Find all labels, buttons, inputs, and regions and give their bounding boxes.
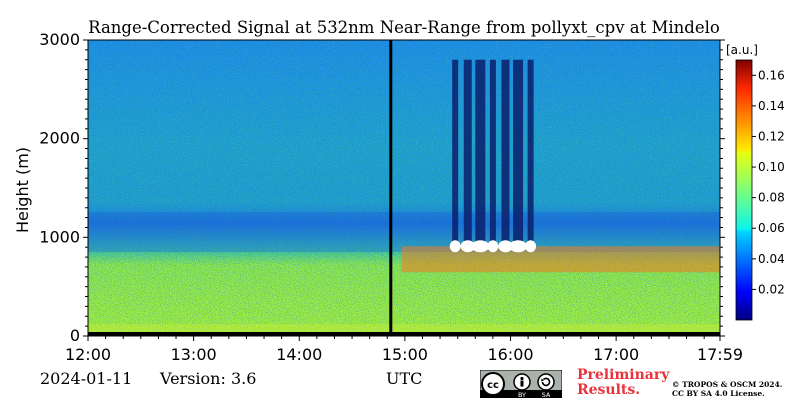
preliminary-line-1: Preliminary bbox=[577, 367, 670, 383]
strong-backscatter-layer bbox=[401, 246, 720, 273]
colorbar-tick-label: 0.16 bbox=[758, 68, 785, 82]
attenuated-signal-column bbox=[527, 59, 534, 243]
colorbar-tick-label: 0.06 bbox=[758, 221, 785, 235]
cc-icon bbox=[481, 372, 505, 396]
cloud-saturation-mark bbox=[471, 240, 490, 253]
y-axis: 0 1000 2000 3000 bbox=[39, 30, 725, 345]
y-tick-label: 1000 bbox=[39, 227, 80, 246]
license-line-1: © TROPOS & OSCM 2024. bbox=[672, 380, 783, 389]
version-label: Version: 3.6 bbox=[160, 369, 257, 388]
attenuated-signal-column bbox=[513, 59, 524, 243]
attenuated-signal-column bbox=[452, 59, 459, 243]
colorbar-tick-label: 0.04 bbox=[758, 252, 785, 266]
sa-share-alike-icon bbox=[537, 373, 555, 391]
colorbar-tick-label: 0.12 bbox=[758, 129, 785, 143]
heatmap-features bbox=[88, 40, 720, 336]
x-tick-label: 12:00 bbox=[65, 345, 111, 364]
y-tick-label: 3000 bbox=[39, 30, 80, 49]
y-tick-label: 2000 bbox=[39, 129, 80, 148]
attenuated-signal-column bbox=[501, 59, 510, 243]
colorbar-tick-label: 0.10 bbox=[758, 160, 785, 174]
x-tick-label: 13:00 bbox=[171, 345, 217, 364]
y-tick-label: 0 bbox=[70, 326, 80, 345]
x-axis: 12:00 13:00 14:00 15:00 16:00 17:00 17:59 bbox=[65, 336, 743, 364]
colorbar-unit-label: [a.u.] bbox=[726, 43, 758, 57]
heatmap-speckle-layer bbox=[88, 40, 720, 250]
y-axis-label: Height (m) bbox=[13, 147, 32, 233]
colorbar bbox=[735, 59, 753, 321]
ground-overlap-strip bbox=[88, 332, 720, 336]
colorbar-tick-label: 0.14 bbox=[758, 99, 785, 113]
clear-air-band bbox=[88, 212, 720, 253]
attenuated-signal-column bbox=[475, 59, 486, 243]
by-label: BY bbox=[518, 391, 526, 398]
heatmap-plot-area bbox=[88, 40, 720, 336]
preliminary-line-2: Results. bbox=[577, 382, 641, 398]
near-ground-layer bbox=[88, 324, 720, 333]
chart-title: Range-Corrected Signal at 532nm Near-Ran… bbox=[88, 18, 720, 37]
colorbar-tick-label: 0.02 bbox=[758, 282, 785, 296]
x-tick-label: 14:00 bbox=[276, 345, 322, 364]
attenuated-signal-column bbox=[489, 59, 496, 243]
cc-by-sa-badge: cc BY SA bbox=[480, 370, 562, 398]
cloud-saturation-mark bbox=[487, 240, 499, 253]
date-label: 2024-01-11 bbox=[40, 369, 133, 388]
license-notice: © TROPOS & OSCM 2024. CC BY SA 4.0 Licen… bbox=[672, 380, 782, 398]
x-tick-label: 15:00 bbox=[382, 345, 428, 364]
cloud-saturation-mark bbox=[509, 240, 528, 253]
svg-text:cc: cc bbox=[487, 380, 499, 391]
colorbar-tick-label: 0.08 bbox=[758, 191, 785, 205]
cloud-saturation-mark bbox=[498, 240, 513, 253]
sa-label: SA bbox=[542, 391, 551, 398]
attenuated-signal-column bbox=[463, 59, 472, 243]
preliminary-results-notice: Preliminary Results. bbox=[577, 368, 669, 398]
cloud-saturation-mark bbox=[449, 240, 461, 253]
x-tick-label: 17:59 bbox=[697, 345, 743, 364]
data-gap-line bbox=[389, 40, 393, 336]
license-line-2: CC BY SA 4.0 License. bbox=[672, 389, 765, 398]
x-axis-label: UTC bbox=[386, 369, 423, 388]
colorbar-ticks: 0.02 0.04 0.06 0.08 0.10 0.12 0.14 0.16 bbox=[752, 68, 785, 296]
cloud-saturation-mark bbox=[525, 240, 537, 253]
x-tick-label: 16:00 bbox=[487, 345, 533, 364]
cloud-saturation-mark bbox=[460, 240, 475, 253]
x-tick-label: 17:00 bbox=[593, 345, 639, 364]
